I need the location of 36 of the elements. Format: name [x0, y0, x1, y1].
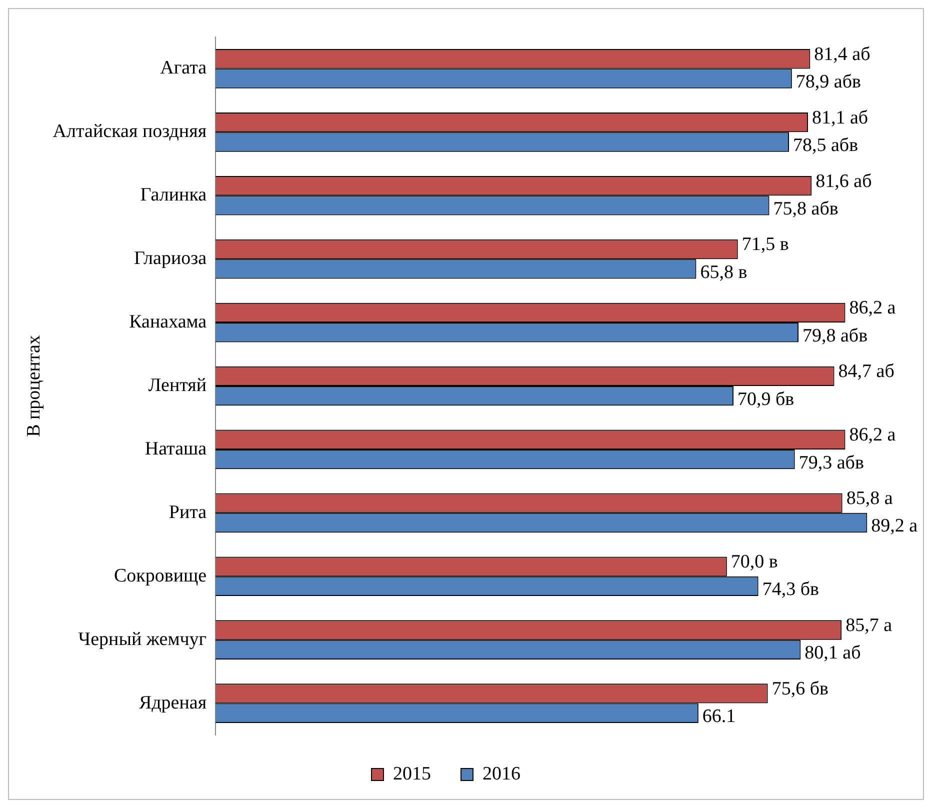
- data-label: 84,7 аб: [838, 361, 894, 382]
- data-label: 78,5 абв: [792, 135, 858, 156]
- data-label: 81,6 аб: [816, 170, 872, 192]
- y-tick-label: Ядреная: [138, 692, 207, 714]
- y-tick-label: Алтайская поздняя: [52, 121, 207, 142]
- data-label: 65,8 в: [700, 262, 748, 283]
- y-tick-label: Сокровище: [114, 565, 207, 586]
- y-tick-label: Рита: [168, 502, 208, 523]
- data-label: 66.1: [702, 706, 736, 728]
- y-axis-title: В процентах: [23, 334, 44, 437]
- data-label: 75,8 абв: [773, 198, 838, 220]
- data-label: 71,5 в: [742, 234, 789, 256]
- data-label: 85,7 а: [846, 614, 893, 636]
- y-tick-label: Канахама: [129, 312, 208, 333]
- data-label: 75,6 бв: [772, 678, 828, 700]
- y-tick-label: Черный жемчуг: [78, 628, 207, 650]
- data-label: 74,3 бв: [762, 579, 819, 600]
- y-tick-label: Лентяй: [148, 374, 207, 396]
- data-label: 86,2 а: [849, 424, 896, 446]
- data-label: 70,9 бв: [737, 388, 794, 410]
- legend-label: 2016: [482, 763, 520, 784]
- data-label: 80,1 аб: [804, 642, 861, 664]
- legend-label: 2015: [393, 763, 431, 784]
- data-label: 79,8 абв: [802, 325, 868, 346]
- y-tick-label: Наташа: [144, 438, 208, 460]
- data-label: 81,1 аб: [812, 107, 868, 128]
- data-label: 79,3 абв: [798, 452, 864, 474]
- data-label: 81,4 аб: [814, 44, 870, 65]
- y-tick-label: Глариоза: [134, 248, 208, 270]
- data-label: 78,9 абв: [796, 72, 862, 93]
- data-label: 86,2 а: [849, 298, 896, 319]
- data-label: 85,8 а: [846, 488, 894, 510]
- y-tick-label: Агата: [160, 58, 208, 79]
- data-label: 89,2 а: [871, 516, 918, 537]
- y-tick-label: Галинка: [140, 184, 208, 206]
- data-label: 70,0 в: [730, 552, 778, 573]
